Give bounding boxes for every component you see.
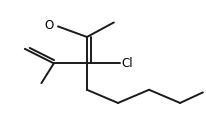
Text: Cl: Cl <box>121 57 132 70</box>
Text: O: O <box>44 19 54 32</box>
